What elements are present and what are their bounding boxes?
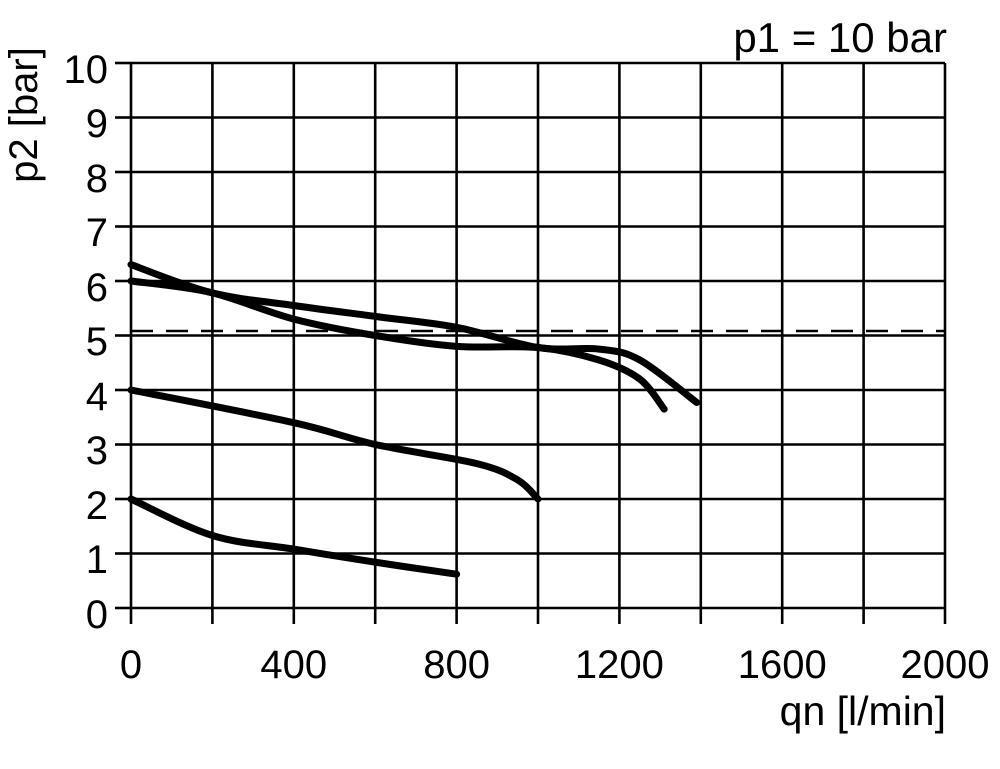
svg-text:400: 400 bbox=[260, 643, 327, 687]
svg-text:9: 9 bbox=[86, 102, 108, 146]
svg-text:p1 = 10 bar: p1 = 10 bar bbox=[733, 14, 947, 61]
svg-text:1: 1 bbox=[86, 538, 108, 582]
svg-text:2000: 2000 bbox=[901, 643, 990, 687]
svg-text:6: 6 bbox=[86, 266, 108, 310]
svg-text:qn [l/min]: qn [l/min] bbox=[780, 688, 946, 734]
svg-text:3: 3 bbox=[86, 429, 108, 473]
svg-text:5: 5 bbox=[86, 320, 108, 364]
svg-text:0: 0 bbox=[86, 593, 108, 637]
svg-text:p2 [bar]: p2 [bar] bbox=[2, 47, 46, 183]
svg-text:10: 10 bbox=[64, 48, 109, 92]
svg-text:0: 0 bbox=[120, 643, 142, 687]
svg-text:8: 8 bbox=[86, 157, 108, 201]
svg-text:2: 2 bbox=[86, 484, 108, 528]
svg-text:4: 4 bbox=[86, 375, 108, 419]
svg-text:7: 7 bbox=[86, 211, 108, 255]
svg-text:800: 800 bbox=[423, 643, 490, 687]
svg-text:1200: 1200 bbox=[575, 643, 664, 687]
svg-text:1600: 1600 bbox=[738, 643, 827, 687]
